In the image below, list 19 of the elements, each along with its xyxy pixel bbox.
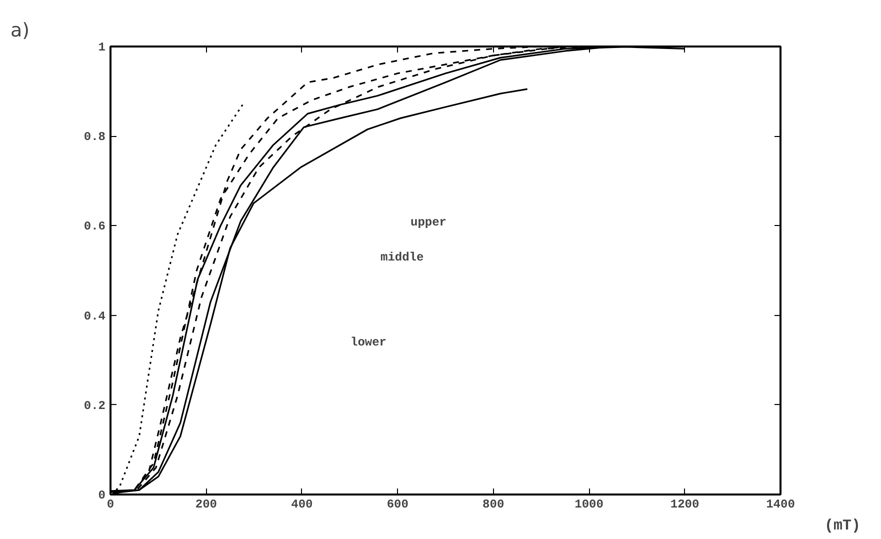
- y-tick-label: 0: [98, 488, 106, 502]
- x-tick-label: 0: [106, 498, 114, 512]
- x-tick-label: 400: [291, 498, 313, 512]
- annotation: upper: [410, 216, 447, 230]
- x-tick-label: 600: [386, 498, 408, 512]
- annotation: middle: [380, 250, 424, 264]
- y-tick-label: 0.4: [84, 309, 106, 324]
- x-tick-label: 800: [482, 498, 504, 512]
- x-tick-label: 1400: [766, 498, 795, 512]
- x-axis-title: (mT): [824, 518, 861, 534]
- y-tick-label: 0.8: [84, 130, 106, 144]
- y-tick-label: 0.6: [84, 220, 106, 234]
- x-tick-label: 1000: [574, 498, 604, 512]
- x-tick-label: 200: [195, 498, 218, 512]
- annotation: lower: [350, 336, 387, 350]
- y-tick-label: 0.2: [84, 398, 106, 413]
- chart-title: a): [10, 20, 30, 42]
- x-tick-label: 1200: [670, 498, 700, 512]
- y-tick-label: 1: [98, 40, 106, 54]
